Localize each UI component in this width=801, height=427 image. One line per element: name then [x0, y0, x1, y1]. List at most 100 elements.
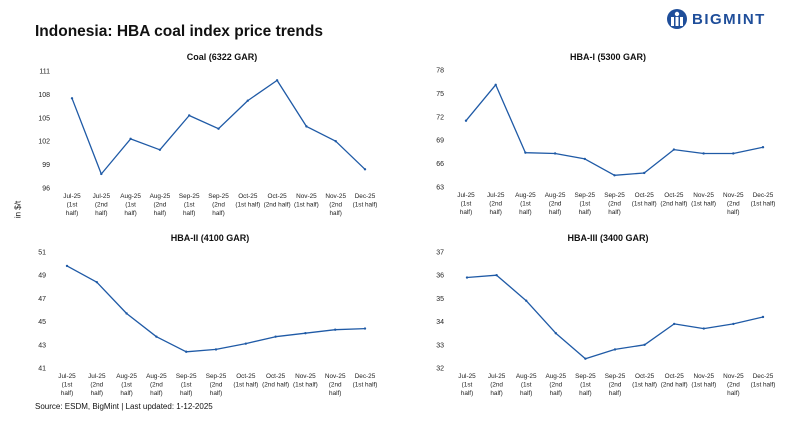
x-tick-label: Dec-25 (1st half) — [751, 373, 776, 389]
y-tick-label: 37 — [436, 250, 444, 257]
data-point — [761, 146, 765, 149]
data-point — [643, 343, 646, 346]
y-tick-label: 78 — [436, 68, 444, 75]
series-line — [466, 274, 764, 360]
data-point — [613, 348, 617, 351]
data-point — [524, 151, 527, 154]
x-tick-label: Jul-25 (1st half) — [457, 192, 475, 216]
data-point — [214, 348, 218, 351]
y-tick-label: 43 — [38, 342, 46, 349]
x-tick-label: Aug-25 (1st half) — [516, 373, 537, 397]
x-tick-label: Aug-25 (2nd half) — [545, 373, 566, 397]
data-point — [125, 312, 128, 315]
x-tick-label: Oct-25 (1st half) — [233, 373, 258, 389]
x-tick-label: Oct-25 (2nd half) — [660, 192, 687, 208]
data-point — [732, 152, 735, 155]
chart-title: HBA-II (4100 GAR) — [171, 233, 250, 243]
x-tick-label: Sep-25 (1st half) — [176, 373, 197, 397]
data-point — [761, 315, 765, 319]
data-point — [65, 264, 69, 268]
source-note: Source: ESDM, BigMint | Last updated: 1-… — [35, 402, 213, 411]
y-tick-label: 41 — [38, 366, 46, 373]
data-point — [464, 119, 468, 122]
x-tick-label: Sep-25 (1st half) — [574, 192, 595, 216]
x-tick-label: Nov-25 (1st half) — [293, 373, 318, 389]
data-point — [275, 79, 279, 82]
x-tick-label: Aug-25 (2nd half) — [545, 192, 566, 216]
x-tick-label: Oct-25 (2nd half) — [264, 193, 291, 209]
bigmint-logo: BIGMINT — [666, 8, 766, 30]
x-tick-label: Jul-25 (1st half) — [58, 373, 76, 397]
data-point — [100, 172, 103, 176]
y-tick-label: 35 — [436, 296, 444, 303]
data-point — [732, 322, 735, 326]
data-point — [702, 327, 705, 330]
y-tick-label: 33 — [436, 342, 444, 349]
data-point — [305, 125, 308, 128]
data-point — [672, 148, 676, 151]
data-point — [185, 350, 188, 353]
data-point — [95, 280, 99, 284]
x-tick-label: Nov-25 (2nd half) — [325, 193, 346, 217]
y-tick-label: 96 — [42, 186, 50, 193]
x-tick-label: Jul-25 (2nd half) — [487, 192, 505, 216]
data-point — [613, 174, 616, 177]
data-point — [244, 342, 247, 345]
x-tick-label: Nov-25 (2nd half) — [723, 373, 744, 397]
data-point — [584, 357, 587, 360]
x-tick-label: Oct-25 (1st half) — [632, 192, 657, 208]
data-point — [155, 335, 158, 338]
x-tick-label: Sep-25 (2nd half) — [605, 373, 626, 397]
y-tick-label: 102 — [38, 139, 50, 146]
x-tick-label: Aug-25 (1st half) — [116, 373, 137, 397]
y-tick-label: 36 — [436, 273, 444, 280]
data-point — [334, 140, 337, 143]
y-tick-label: 66 — [436, 161, 444, 168]
data-point — [494, 83, 497, 87]
data-point — [553, 152, 557, 155]
chart-title: HBA-I (5300 GAR) — [570, 52, 646, 62]
y-tick-label: 108 — [38, 92, 50, 99]
chart-title: HBA-III (3400 GAR) — [567, 233, 648, 243]
y-tick-label: 47 — [38, 296, 46, 303]
data-point — [363, 327, 367, 330]
data-point — [304, 332, 307, 335]
x-tick-label: Dec-25 (1st half) — [353, 373, 378, 389]
y-tick-label: 72 — [436, 114, 444, 121]
data-point — [70, 97, 74, 100]
data-point — [129, 137, 132, 141]
data-point — [643, 171, 646, 175]
y-tick-label: 105 — [38, 115, 50, 122]
data-point — [274, 335, 277, 338]
x-tick-label: Jul-25 (2nd half) — [488, 373, 506, 397]
data-point — [525, 299, 528, 302]
data-point — [188, 114, 191, 117]
x-tick-label: Dec-25 (1st half) — [353, 193, 378, 209]
x-tick-label: Jul-25 (1st half) — [458, 373, 476, 397]
data-point — [702, 152, 705, 155]
x-tick-label: Nov-25 (1st half) — [294, 193, 319, 209]
x-tick-label: Oct-25 (2nd half) — [262, 373, 289, 389]
x-tick-label: Sep-25 (1st half) — [179, 193, 200, 217]
x-tick-label: Sep-25 (2nd half) — [208, 193, 229, 217]
x-tick-label: Aug-25 (1st half) — [515, 192, 536, 216]
x-tick-label: Nov-25 (2nd half) — [723, 192, 744, 216]
data-point — [246, 99, 249, 102]
data-point — [673, 322, 676, 326]
data-point — [465, 276, 469, 279]
y-tick-label: 51 — [38, 250, 46, 257]
y-tick-label: 49 — [38, 273, 46, 280]
data-point — [554, 332, 557, 335]
y-tick-label: 75 — [436, 91, 444, 98]
y-tick-label: 63 — [436, 185, 444, 192]
x-tick-label: Dec-25 (1st half) — [751, 192, 776, 208]
x-tick-label: Aug-25 (2nd half) — [150, 193, 171, 217]
bigmint-logo-text: BIGMINT — [692, 10, 766, 28]
x-tick-label: Oct-25 (1st half) — [235, 193, 260, 209]
x-tick-label: Jul-25 (1st half) — [63, 193, 81, 217]
x-tick-label: Nov-25 (1st half) — [691, 192, 716, 208]
x-tick-label: Nov-25 (2nd half) — [325, 373, 346, 397]
